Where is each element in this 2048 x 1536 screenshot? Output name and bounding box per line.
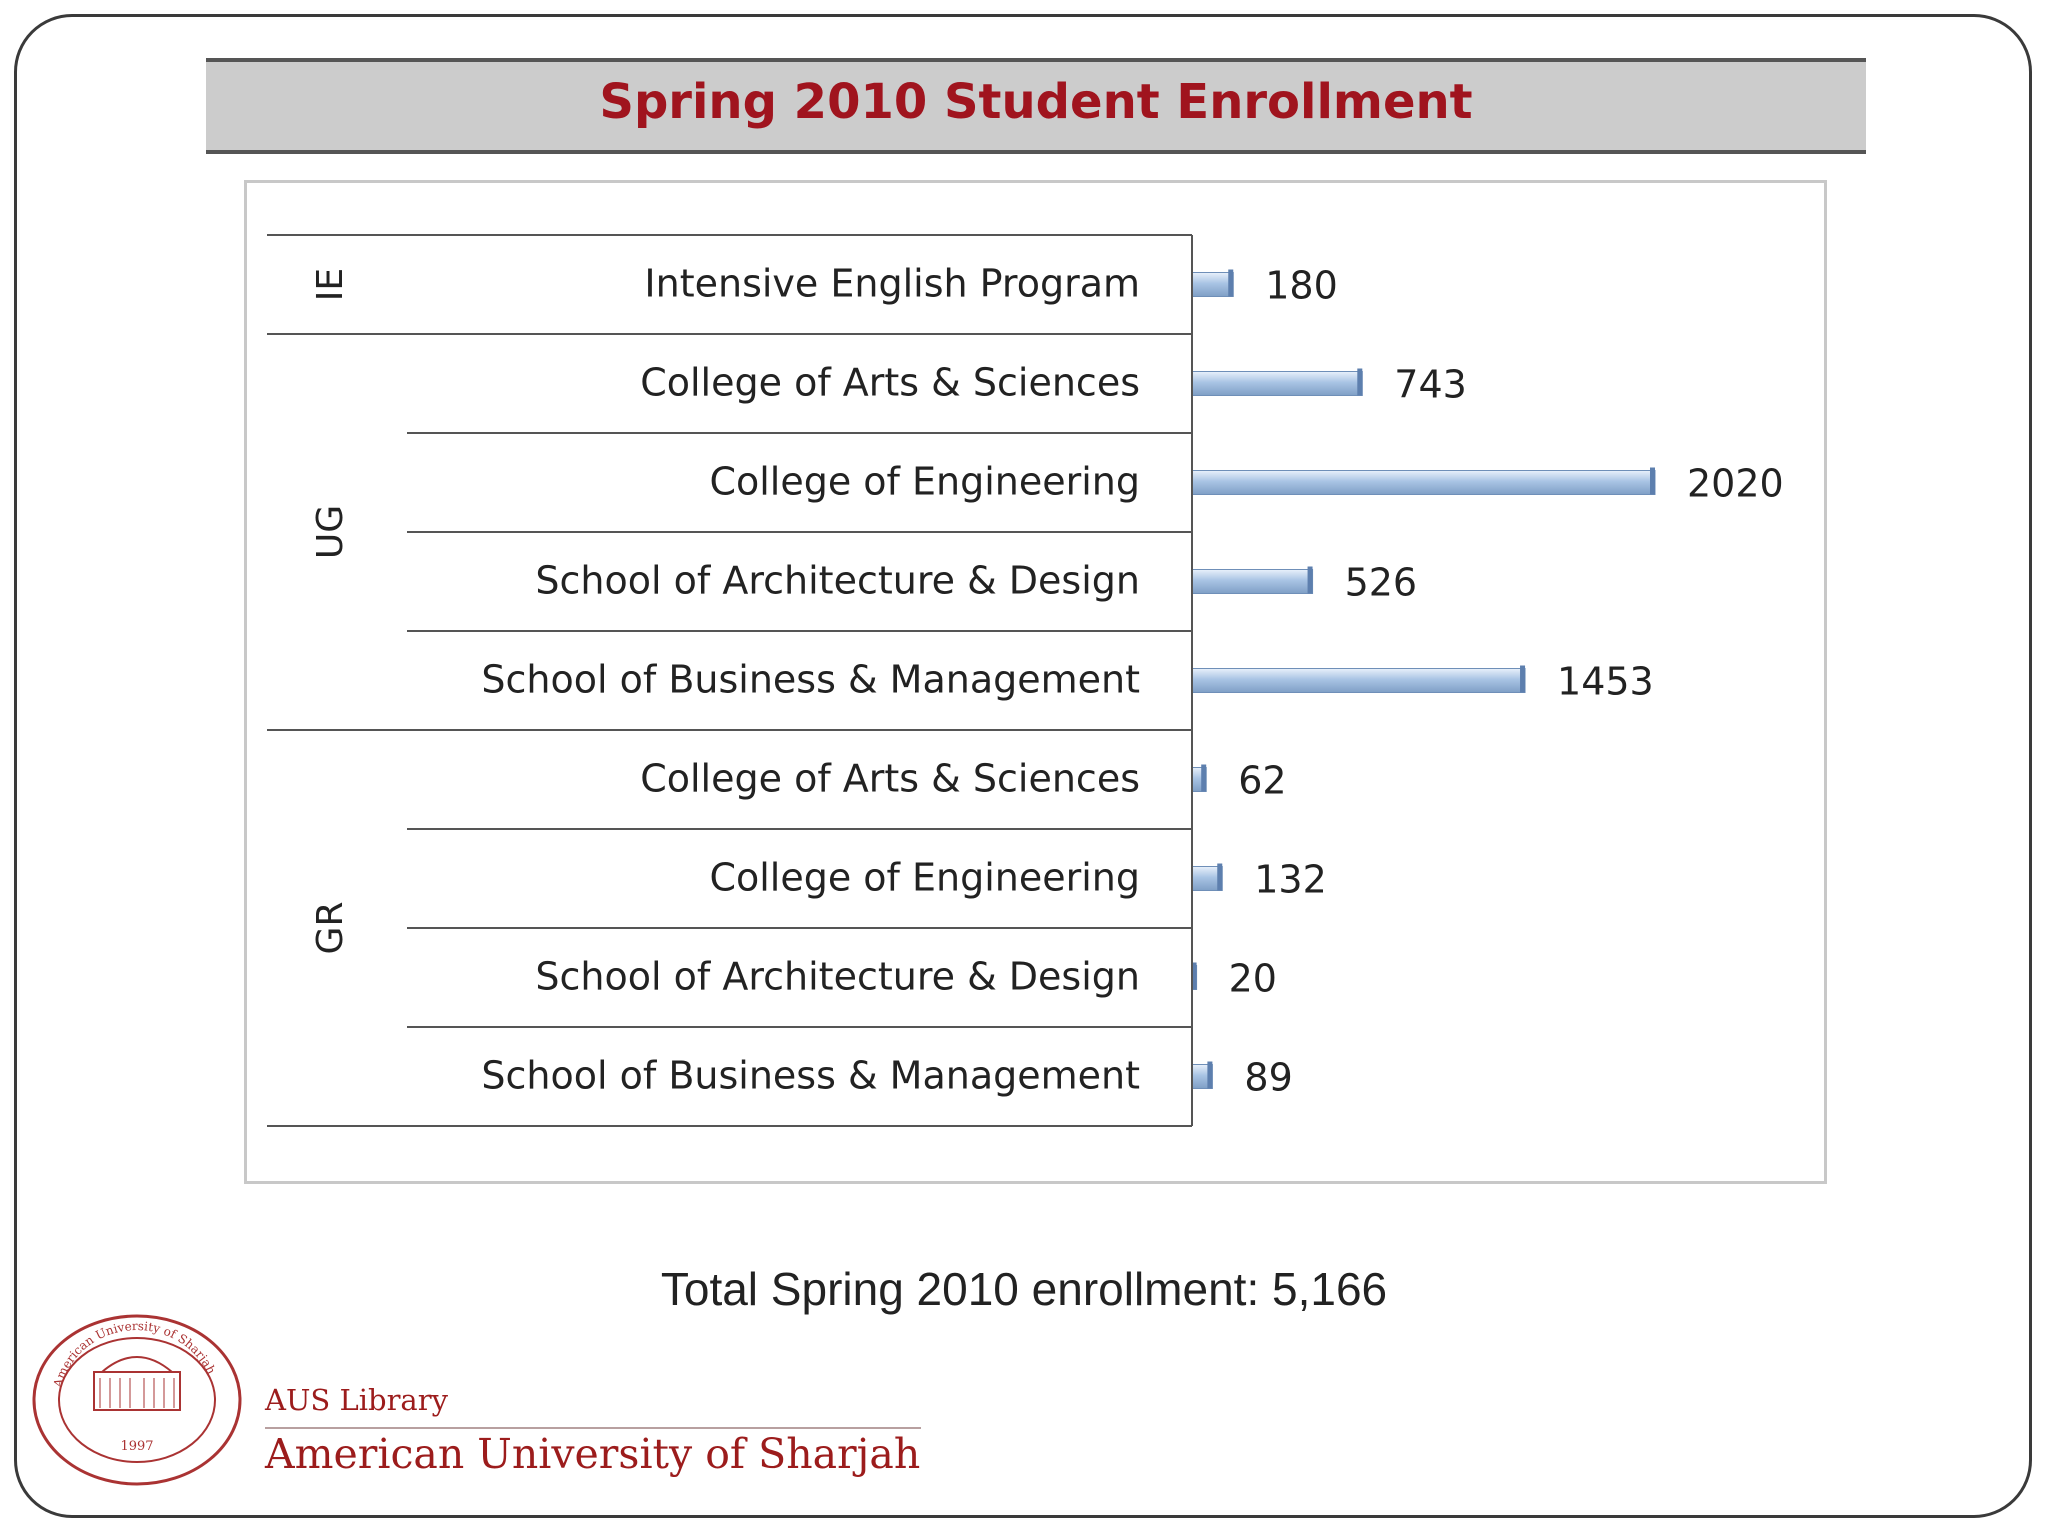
chart-title: Spring 2010 Student Enrollment: [599, 74, 1473, 130]
bar: [1191, 371, 1363, 396]
group-label: GR: [310, 902, 351, 955]
bar-end-cap: [1228, 269, 1234, 297]
svg-text:1997: 1997: [120, 1439, 153, 1454]
chart-area: Intensive English Program 180 IE College of…: [244, 180, 1827, 1184]
bar: [1191, 470, 1656, 495]
category-label: School of Architecture & Design: [535, 955, 1140, 999]
group-label: IE: [310, 268, 351, 301]
university-seal-logo: American University of Sharjah 1997: [32, 1314, 242, 1486]
bar-end-cap: [1520, 665, 1526, 693]
category-label: School of Business & Management: [481, 658, 1140, 702]
bar-end-cap: [1201, 764, 1207, 792]
category-label: Intensive English Program: [644, 262, 1140, 306]
data-label: 743: [1394, 363, 1467, 407]
group-label: UG: [310, 505, 351, 559]
data-label: 62: [1238, 759, 1286, 803]
category-label: School of Architecture & Design: [535, 559, 1140, 603]
category-label: College of Engineering: [709, 856, 1140, 900]
data-label: 526: [1345, 561, 1418, 605]
data-label: 1453: [1557, 660, 1654, 704]
bar-end-cap: [1217, 863, 1223, 891]
bar: [1191, 569, 1314, 594]
bar-end-cap: [1191, 962, 1197, 990]
category-label: College of Arts & Sciences: [640, 757, 1140, 801]
bar-end-cap: [1357, 368, 1363, 396]
bar: [1191, 272, 1234, 297]
data-label: 2020: [1687, 462, 1784, 506]
university-name: American University of Sharjah: [265, 1430, 921, 1478]
category-label: College of Engineering: [709, 460, 1140, 504]
total-enrollment: Total Spring 2010 enrollment: 5,166: [660, 1263, 1388, 1315]
chart-title-bar: Spring 2010 Student Enrollment: [206, 58, 1866, 154]
bar-end-cap: [1307, 566, 1313, 594]
category-label: College of Arts & Sciences: [640, 361, 1140, 405]
category-label: School of Business & Management: [481, 1054, 1140, 1098]
data-label: 20: [1229, 957, 1277, 1001]
bar: [1191, 668, 1526, 693]
data-label: 89: [1244, 1056, 1292, 1100]
library-name: AUS Library: [265, 1383, 448, 1417]
footer-divider: [265, 1427, 921, 1429]
data-label: 132: [1254, 858, 1327, 902]
bar-end-cap: [1207, 1061, 1213, 1089]
bar-chart: Intensive English Program 180 IE College of…: [267, 234, 1784, 1127]
bar-end-cap: [1650, 467, 1655, 495]
data-label: 180: [1265, 264, 1338, 308]
